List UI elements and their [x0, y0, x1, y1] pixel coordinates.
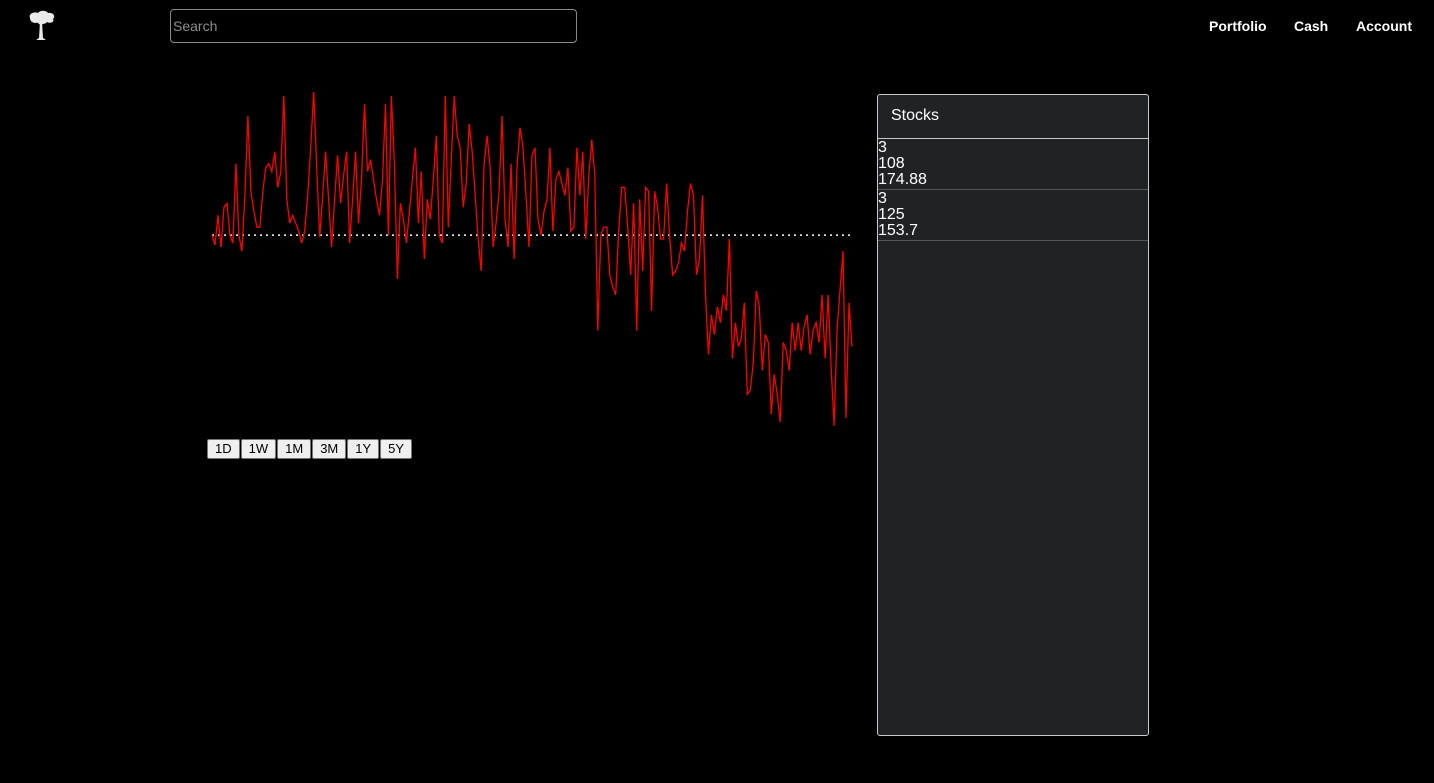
top-navigation-bar: Portfolio Cash Account	[0, 0, 1434, 56]
tree-icon[interactable]	[26, 10, 56, 42]
stock-list-item[interactable]: 3 108 174.88	[878, 139, 1148, 190]
stock-cost: 108	[878, 155, 905, 172]
nav-account-link[interactable]: Account	[1356, 18, 1412, 34]
stock-price: 153.7	[878, 222, 919, 239]
nav-cash-link[interactable]: Cash	[1294, 18, 1329, 34]
stock-cost: 125	[878, 206, 905, 223]
stocks-panel: Stocks 3 108 174.88 3 125 153.7	[877, 94, 1149, 736]
stock-quantity: 3	[878, 190, 887, 207]
range-1m-button[interactable]: 1M	[277, 439, 312, 459]
range-5y-button[interactable]: 5Y	[380, 439, 413, 459]
range-3m-button[interactable]: 3M	[312, 439, 347, 459]
price-chart	[211, 91, 853, 427]
range-1y-button[interactable]: 1Y	[347, 439, 380, 459]
range-1d-button[interactable]: 1D	[207, 439, 240, 459]
stock-price: 174.88	[878, 171, 927, 188]
range-1w-button[interactable]: 1W	[240, 439, 277, 459]
stocks-panel-title: Stocks	[878, 95, 1148, 139]
stock-list-item[interactable]: 3 125 153.7	[878, 190, 1148, 241]
nav-portfolio-link[interactable]: Portfolio	[1209, 18, 1267, 34]
search-input[interactable]	[170, 9, 577, 43]
stock-quantity: 3	[878, 139, 887, 156]
time-range-selector: 1D 1W 1M 3M 1Y 5Y	[207, 439, 413, 459]
price-series-line	[211, 91, 853, 427]
